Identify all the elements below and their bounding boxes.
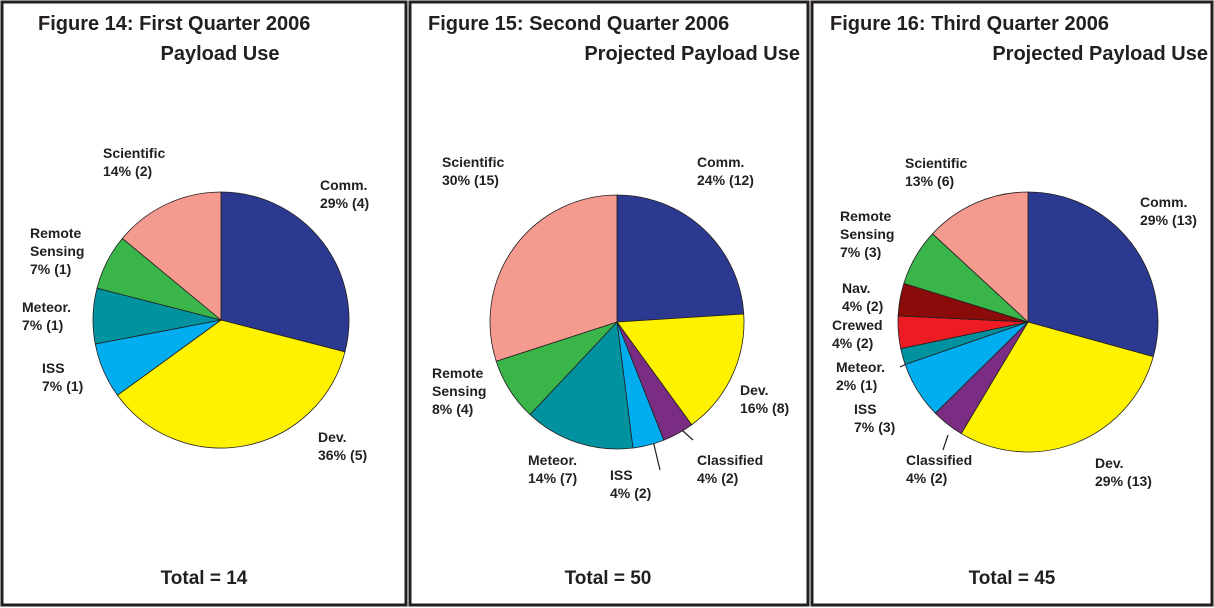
slice-value-label: 7% xyxy=(22,317,43,333)
slice-label: Meteor. xyxy=(836,359,885,375)
slice-count-label: (6) xyxy=(937,173,954,189)
slice-value-label: 2% xyxy=(836,377,857,393)
slice-value-label: 4% xyxy=(697,470,718,486)
slice-value-label: 29% xyxy=(1095,473,1124,489)
chart-title: Projected Payload Use xyxy=(992,43,1208,65)
slice-count-label: (2) xyxy=(856,335,873,351)
slice-label: Dev. xyxy=(318,429,347,445)
slice-label: Remote Sensing xyxy=(840,208,894,242)
slice-label: ISS xyxy=(854,401,877,417)
slice-count-label: (5) xyxy=(350,447,367,463)
slice-value-label: 36% xyxy=(318,447,347,463)
slice-count-label: (1) xyxy=(66,378,83,394)
total-label: Total = 45 xyxy=(969,568,1056,589)
pie-slice xyxy=(489,194,618,362)
pie-slice xyxy=(121,191,222,321)
slice-value-label: 14% xyxy=(103,163,132,179)
slice-count-label: (13) xyxy=(1127,473,1152,489)
slice-count-label: (7) xyxy=(560,470,577,486)
slice-value-label: 7% xyxy=(854,419,875,435)
slice-count-label: (4) xyxy=(352,195,369,211)
total-label: Total = 14 xyxy=(161,568,248,589)
pie-slice xyxy=(960,321,1154,453)
slice-count-label: (13) xyxy=(1172,212,1197,228)
slice-count-label: (3) xyxy=(864,244,881,260)
panel-frame xyxy=(810,0,1214,607)
slice-count-label: (1) xyxy=(46,317,63,333)
slice-count-label: (4) xyxy=(456,401,473,417)
slice-value-label: 30% xyxy=(442,172,471,188)
slice-value-label: 7% xyxy=(840,244,861,260)
slice-value-label: 29% xyxy=(320,195,349,211)
pie-slice xyxy=(1027,191,1159,358)
chart-title: Figure 14: First Quarter 2006 xyxy=(38,13,310,35)
pie-slice xyxy=(529,321,634,450)
panel-frame xyxy=(408,0,810,607)
slice-count-label: (12) xyxy=(729,172,754,188)
slice-label: Crewed xyxy=(832,317,883,333)
slice-label: Classified xyxy=(906,452,972,468)
slice-count-label: (1) xyxy=(54,261,71,277)
chart-title: Projected Payload Use xyxy=(584,43,800,65)
chart-title: Figure 15: Second Quarter 2006 xyxy=(428,13,729,35)
total-label: Total = 50 xyxy=(565,568,652,589)
slice-label: Scientific xyxy=(442,154,504,170)
pie-slice xyxy=(116,319,346,449)
slice-label: Classified xyxy=(697,452,763,468)
slice-value-label: 7% xyxy=(30,261,51,277)
slice-count-label: (2) xyxy=(721,470,738,486)
slice-count-label: (15) xyxy=(474,172,499,188)
pie-slice xyxy=(220,191,350,353)
slice-count-label: (1) xyxy=(860,377,877,393)
slice-label: Comm. xyxy=(697,154,744,170)
slice-value-label: 13% xyxy=(905,173,934,189)
slice-label: Dev. xyxy=(740,382,769,398)
slice-label: Meteor. xyxy=(22,299,71,315)
pie-slice xyxy=(616,313,745,426)
slice-value-label: 16% xyxy=(740,400,769,416)
slice-label: ISS xyxy=(610,467,633,483)
slice-count-label: (2) xyxy=(135,163,152,179)
slice-value-label: 14% xyxy=(528,470,557,486)
leader-line xyxy=(942,434,949,451)
slice-label: Comm. xyxy=(1140,194,1187,210)
slice-label: Nav. xyxy=(842,280,871,296)
slice-label: Meteor. xyxy=(528,452,577,468)
slice-count-label: (2) xyxy=(930,470,947,486)
slice-label: Comm. xyxy=(320,177,367,193)
slice-count-label: (8) xyxy=(772,400,789,416)
slice-label: Scientific xyxy=(905,155,967,171)
panel-frame xyxy=(0,0,408,607)
slice-label: Scientific xyxy=(103,145,165,161)
slice-label: Remote Sensing xyxy=(30,225,84,259)
slice-count-label: (2) xyxy=(634,485,651,501)
slice-value-label: 8% xyxy=(432,401,453,417)
pie-slice xyxy=(931,191,1029,323)
slice-value-label: 4% xyxy=(842,298,863,314)
slice-value-label: 24% xyxy=(697,172,726,188)
slice-value-label: 4% xyxy=(906,470,927,486)
chart-title: Figure 16: Third Quarter 2006 xyxy=(830,13,1109,35)
slice-count-label: (3) xyxy=(878,419,895,435)
slice-label: Dev. xyxy=(1095,455,1124,471)
slice-value-label: 4% xyxy=(610,485,631,501)
slice-value-label: 7% xyxy=(42,378,63,394)
slice-label: Remote Sensing xyxy=(432,365,486,399)
slice-value-label: 29% xyxy=(1140,212,1169,228)
slice-value-label: 4% xyxy=(832,335,853,351)
slice-count-label: (2) xyxy=(866,298,883,314)
chart-title: Payload Use xyxy=(161,43,280,65)
slice-label: ISS xyxy=(42,360,65,376)
pie-slice xyxy=(616,194,745,323)
